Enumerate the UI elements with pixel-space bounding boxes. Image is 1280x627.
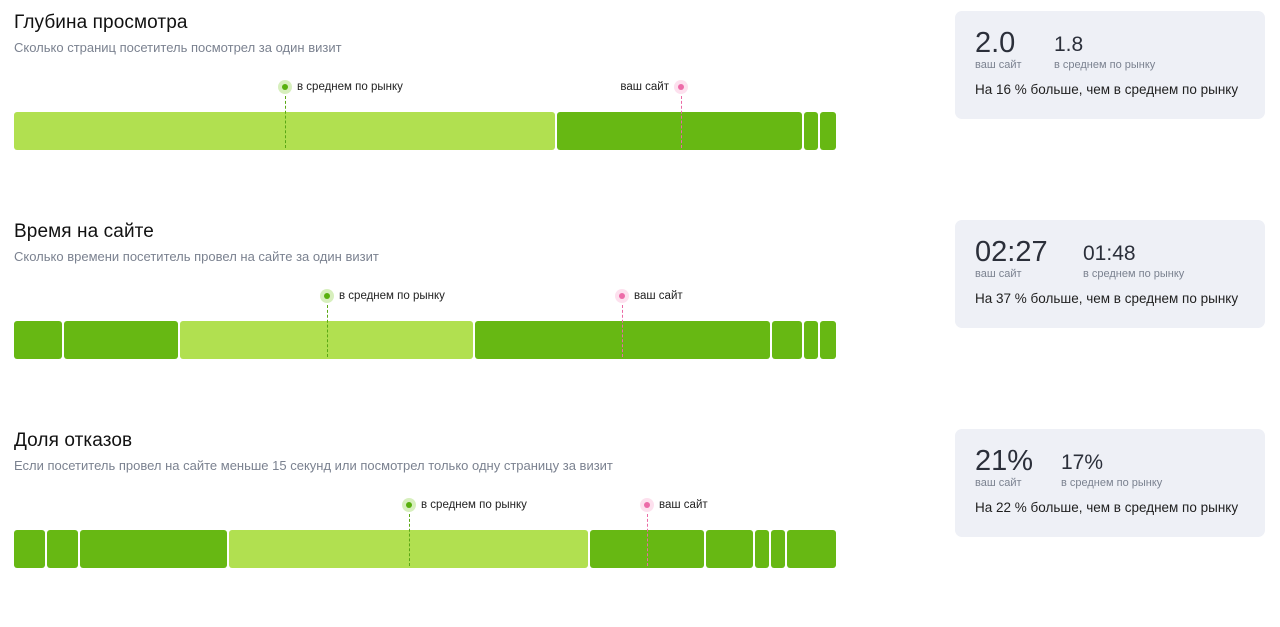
distribution-bar [14,112,836,150]
bar-segment[interactable] [180,321,473,359]
your-site-line [681,96,682,148]
your-site-caption: ваш сайт [975,477,1022,489]
bar-segment[interactable] [14,112,555,150]
your-site-caption: ваш сайт [975,268,1022,280]
your-site-line [622,305,623,357]
bar-segment[interactable] [755,530,769,568]
metric-summary-card: 2.0 ваш сайт 1.8 в среднем по рынку На 1… [955,11,1265,119]
bar-segment[interactable] [771,530,785,568]
metric-summary-card: 21% ваш сайт 17% в среднем по рынку На 2… [955,429,1265,537]
bar-segment[interactable] [804,112,818,150]
metric-subtitle: Сколько страниц посетитель посмотрел за … [14,40,342,55]
metric-section-bounce-rate: Доля отказов Если посетитель провел на с… [0,418,1280,627]
market-average-label: в среднем по рынку [421,499,527,511]
bar-segment[interactable] [820,321,836,359]
bar-segment[interactable] [14,321,62,359]
market-average-label: в среднем по рынку [297,81,403,93]
your-site-value: 2.0 [975,27,1016,59]
market-dot-icon [402,498,416,512]
market-value: 1.8 [1054,33,1084,56]
market-dot-icon [278,80,292,94]
metric-section-view-depth: Глубина просмотра Сколько страниц посети… [0,0,1280,209]
comparison-text: На 22 % больше, чем в среднем по рынку [975,500,1239,515]
market-average-line [409,514,410,566]
your-site-value: 02:27 [975,236,1048,268]
market-dot-icon [320,289,334,303]
your-site-label: ваш сайт [620,81,669,93]
distribution-bar [14,530,836,568]
your-site-label: ваш сайт [659,499,708,511]
bar-segment[interactable] [787,530,836,568]
comparison-text: На 37 % больше, чем в среднем по рынку [975,291,1239,306]
metric-summary-card: 02:27 ваш сайт 01:48 в среднем по рынку … [955,220,1265,328]
bar-segment[interactable] [229,530,588,568]
bar-segment[interactable] [14,530,45,568]
market-caption: в среднем по рынку [1083,268,1185,280]
metric-subtitle: Если посетитель провел на сайте меньше 1… [14,458,613,473]
bar-segment[interactable] [557,112,802,150]
bar-segment[interactable] [804,321,818,359]
market-value: 17% [1061,451,1104,474]
site-dot-icon [674,80,688,94]
market-caption: в среднем по рынку [1061,477,1163,489]
distribution-bar [14,321,836,359]
metric-section-time-on-site: Время на сайте Сколько времени посетител… [0,209,1280,418]
your-site-label: ваш сайт [634,290,683,302]
metric-title: Время на сайте [14,221,154,242]
market-average-line [327,305,328,357]
market-average-label: в среднем по рынку [339,290,445,302]
bar-segment[interactable] [772,321,802,359]
bar-segment[interactable] [64,321,178,359]
metric-title: Глубина просмотра [14,12,188,33]
your-site-caption: ваш сайт [975,59,1022,71]
bar-segment[interactable] [47,530,78,568]
your-site-line [647,514,648,566]
metric-subtitle: Сколько времени посетитель провел на сай… [14,249,379,264]
your-site-value: 21% [975,445,1034,477]
comparison-text: На 16 % больше, чем в среднем по рынку [975,82,1239,97]
bar-segment[interactable] [80,530,227,568]
market-caption: в среднем по рынку [1054,59,1156,71]
bar-segment[interactable] [706,530,753,568]
market-value: 01:48 [1083,242,1136,265]
market-average-line [285,96,286,148]
site-dot-icon [615,289,629,303]
bar-segment[interactable] [820,112,836,150]
site-dot-icon [640,498,654,512]
metric-title: Доля отказов [14,430,133,451]
